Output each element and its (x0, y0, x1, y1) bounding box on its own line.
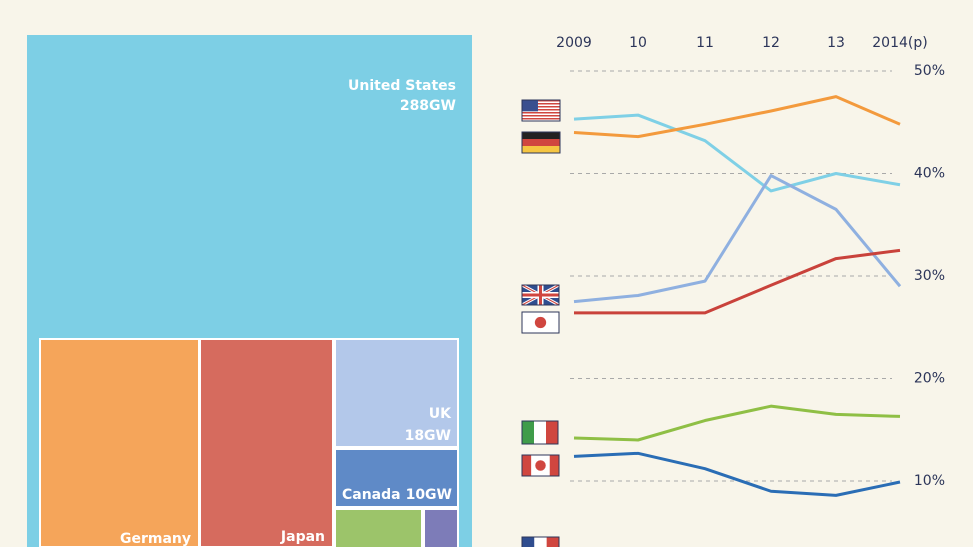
flag-border (521, 420, 559, 445)
x-tick-label: 2014(p) (872, 35, 927, 51)
treemap-label: Japan (280, 529, 325, 545)
flag-it (521, 420, 559, 445)
flag-part (522, 115, 560, 117)
flag-part (522, 537, 535, 547)
data-line (573, 174, 902, 304)
flag-uk (521, 283, 560, 307)
treemap-label: 10GW (406, 487, 452, 503)
flag-ca (521, 454, 560, 477)
flag-part (522, 101, 560, 103)
flag-fr (521, 536, 560, 547)
flag-border (521, 311, 560, 334)
flag-us (521, 99, 561, 122)
flag-part (522, 100, 560, 102)
y-tick-label: 40% (914, 166, 945, 182)
data-line (574, 248, 901, 315)
treemap-cell (334, 448, 459, 508)
treemap-label: 288GW (400, 98, 456, 114)
flag-part (522, 113, 560, 115)
treemap-label: 18GW (405, 428, 451, 444)
x-tick-label: 12 (762, 35, 780, 51)
flag-part (522, 139, 560, 146)
treemap-cell (423, 508, 459, 547)
flag-part (549, 455, 559, 476)
treemap-cell (199, 338, 334, 547)
x-tick-label: 11 (696, 35, 714, 51)
treemap-cell (39, 338, 200, 547)
flag-part (534, 421, 546, 444)
flag-part (522, 119, 560, 121)
treemap-cell (334, 508, 423, 547)
flag-part (534, 537, 547, 547)
treemap-label: United States (348, 78, 456, 94)
flag-part (522, 421, 534, 444)
flag-part (535, 460, 546, 471)
flag-part (522, 146, 560, 153)
flag-border (521, 131, 561, 154)
flag-part (522, 116, 560, 118)
flag-part (522, 110, 560, 112)
y-tick-label: 30% (914, 268, 945, 284)
flag-part (522, 106, 560, 108)
flag-part (522, 104, 560, 106)
data-line (573, 404, 901, 442)
flag-part (522, 293, 559, 297)
flag-part (522, 109, 560, 111)
y-tick-label: 50% (914, 63, 945, 79)
x-tick-label: 10 (629, 35, 647, 51)
y-tick-label: 20% (914, 371, 945, 387)
treemap-label: Canada 10GW (342, 487, 452, 503)
flag-part (522, 103, 560, 105)
flag-part (522, 107, 560, 109)
flag-jp (521, 311, 560, 334)
flag-border (521, 454, 560, 477)
flag-part (522, 132, 560, 139)
flag-border (521, 99, 561, 122)
flag-part (522, 112, 560, 114)
treemap-cell (334, 338, 459, 448)
data-line (573, 95, 901, 139)
flag-de (521, 131, 561, 154)
treemap-label: Canada (342, 487, 401, 503)
x-tick-label: 2009 (556, 35, 592, 51)
flag-part (534, 316, 547, 329)
flag-border (521, 536, 560, 547)
treemap-label: Germany (120, 531, 191, 547)
flag-part (546, 537, 559, 547)
x-tick-label: 13 (827, 35, 845, 51)
treemap-label: UK (429, 406, 452, 422)
flag-part (522, 455, 532, 476)
data-line (573, 451, 901, 497)
flag-part (546, 421, 558, 444)
flag-part (522, 100, 538, 112)
flag-part (522, 118, 560, 120)
flag-border (521, 284, 560, 306)
data-line (573, 113, 901, 193)
y-tick-label: 10% (914, 473, 945, 489)
